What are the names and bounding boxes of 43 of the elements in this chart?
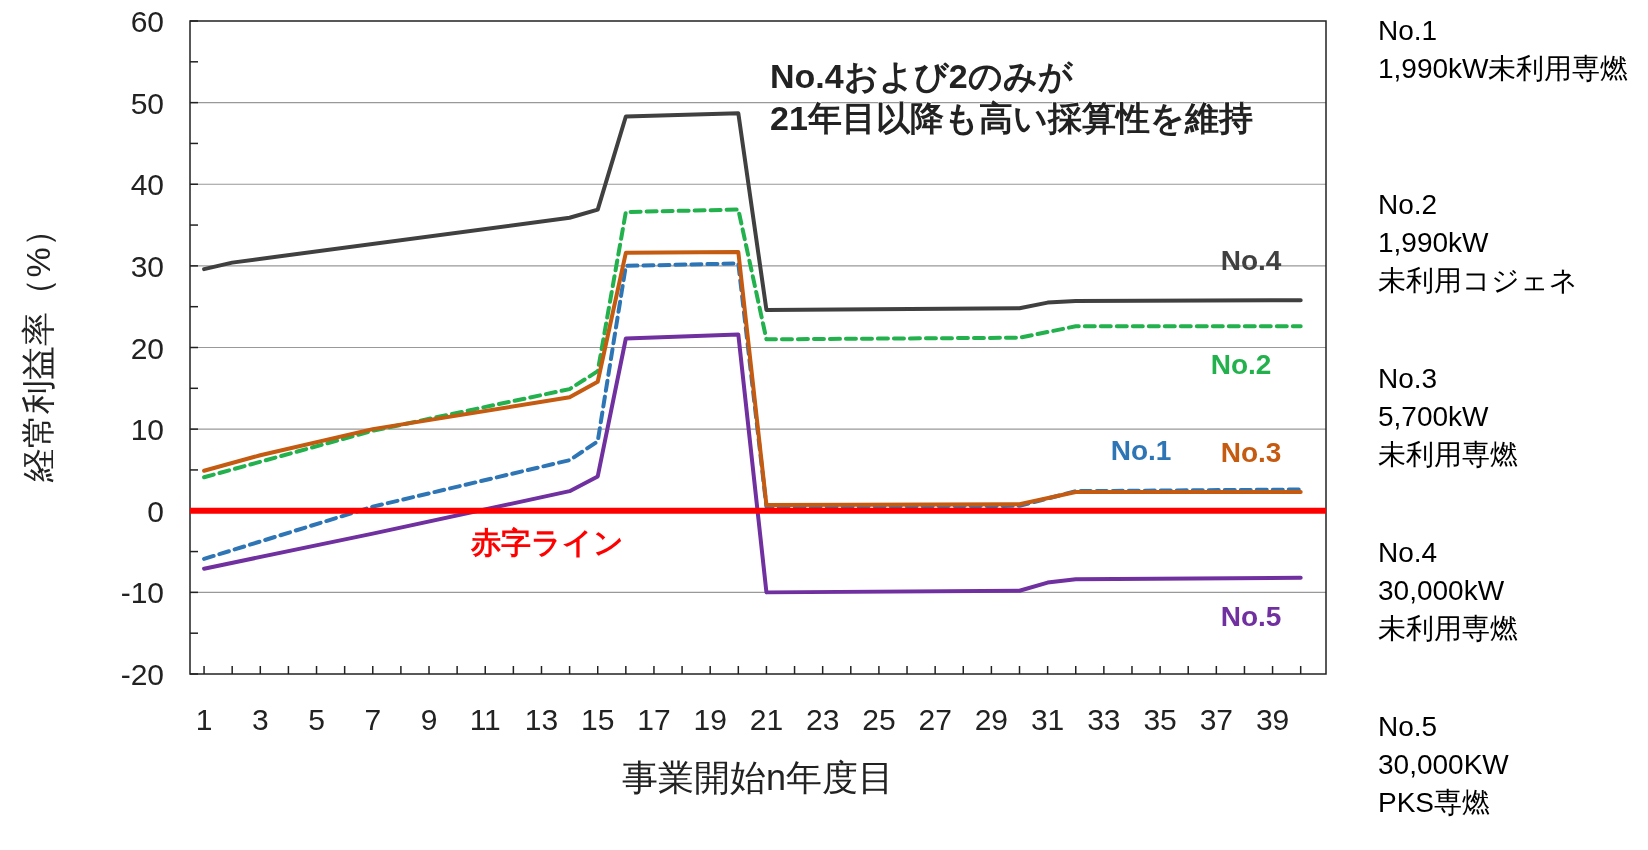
x-tick-label: 15 xyxy=(581,703,615,736)
y-tick-label: 10 xyxy=(130,413,164,447)
y-tick-label: -10 xyxy=(120,576,164,610)
x-tick-label: 9 xyxy=(420,703,438,736)
x-tick-label: 27 xyxy=(918,703,952,736)
x-tick-label: 37 xyxy=(1199,703,1234,736)
annotation: No.4および2のみが 21年目以降も高い採算性を維持 xyxy=(770,57,1253,137)
x-tick-label: 23 xyxy=(805,703,840,736)
series-label: No.4 xyxy=(1220,245,1282,277)
x-tick-label: 17 xyxy=(637,703,671,736)
text: No.3 5,700kW 未利用専燃 xyxy=(1378,363,1518,470)
series-label: No.2 xyxy=(1210,349,1272,381)
x-tick-label: 39 xyxy=(1255,703,1290,736)
x-tick-label: 5 xyxy=(308,703,325,736)
y-tick-label: 50 xyxy=(130,86,164,120)
y-tick-label: 40 xyxy=(130,168,164,202)
y-tick-label: -20 xyxy=(120,658,164,691)
text: No.5 30,000KW PKS専燃 xyxy=(1378,711,1510,818)
y-tick-label: 60 xyxy=(130,5,164,38)
x-tick-label: 3 xyxy=(251,703,269,736)
x-tick-label: 21 xyxy=(749,703,784,736)
y-tick-label: 30 xyxy=(130,249,164,283)
text: No.4 30,000kW 未利用専燃 xyxy=(1378,537,1518,644)
x-axis-title: 事業開始n年度目 xyxy=(621,757,895,798)
y-axis-title: 経常利益率（%） xyxy=(19,213,57,483)
x-tick-label: 33 xyxy=(1087,703,1121,736)
text: No.2 1,990kW 未利用コジェネ xyxy=(1378,189,1578,296)
text: No.1 1,990kW未利用専燃 xyxy=(1378,15,1629,84)
series-label: No.5 xyxy=(1220,600,1282,632)
x-tick-label: 29 xyxy=(974,703,1009,736)
x-tick-label: 13 xyxy=(524,703,559,736)
x-tick-label: 35 xyxy=(1143,703,1177,736)
x-tick-label: 25 xyxy=(862,703,896,736)
series-label: No.1 xyxy=(1110,434,1172,466)
y-tick-label: 0 xyxy=(147,494,164,528)
series-label: No.3 xyxy=(1220,436,1282,468)
x-tick-label: 11 xyxy=(469,703,501,736)
x-tick-label: 1 xyxy=(195,703,213,736)
x-tick-label: 7 xyxy=(364,703,382,736)
x-tick-label: 31 xyxy=(1030,703,1065,736)
y-tick-label: 20 xyxy=(130,331,164,365)
x-tick-label: 19 xyxy=(693,703,727,736)
ref-line-label: 赤字ライン xyxy=(470,525,625,559)
